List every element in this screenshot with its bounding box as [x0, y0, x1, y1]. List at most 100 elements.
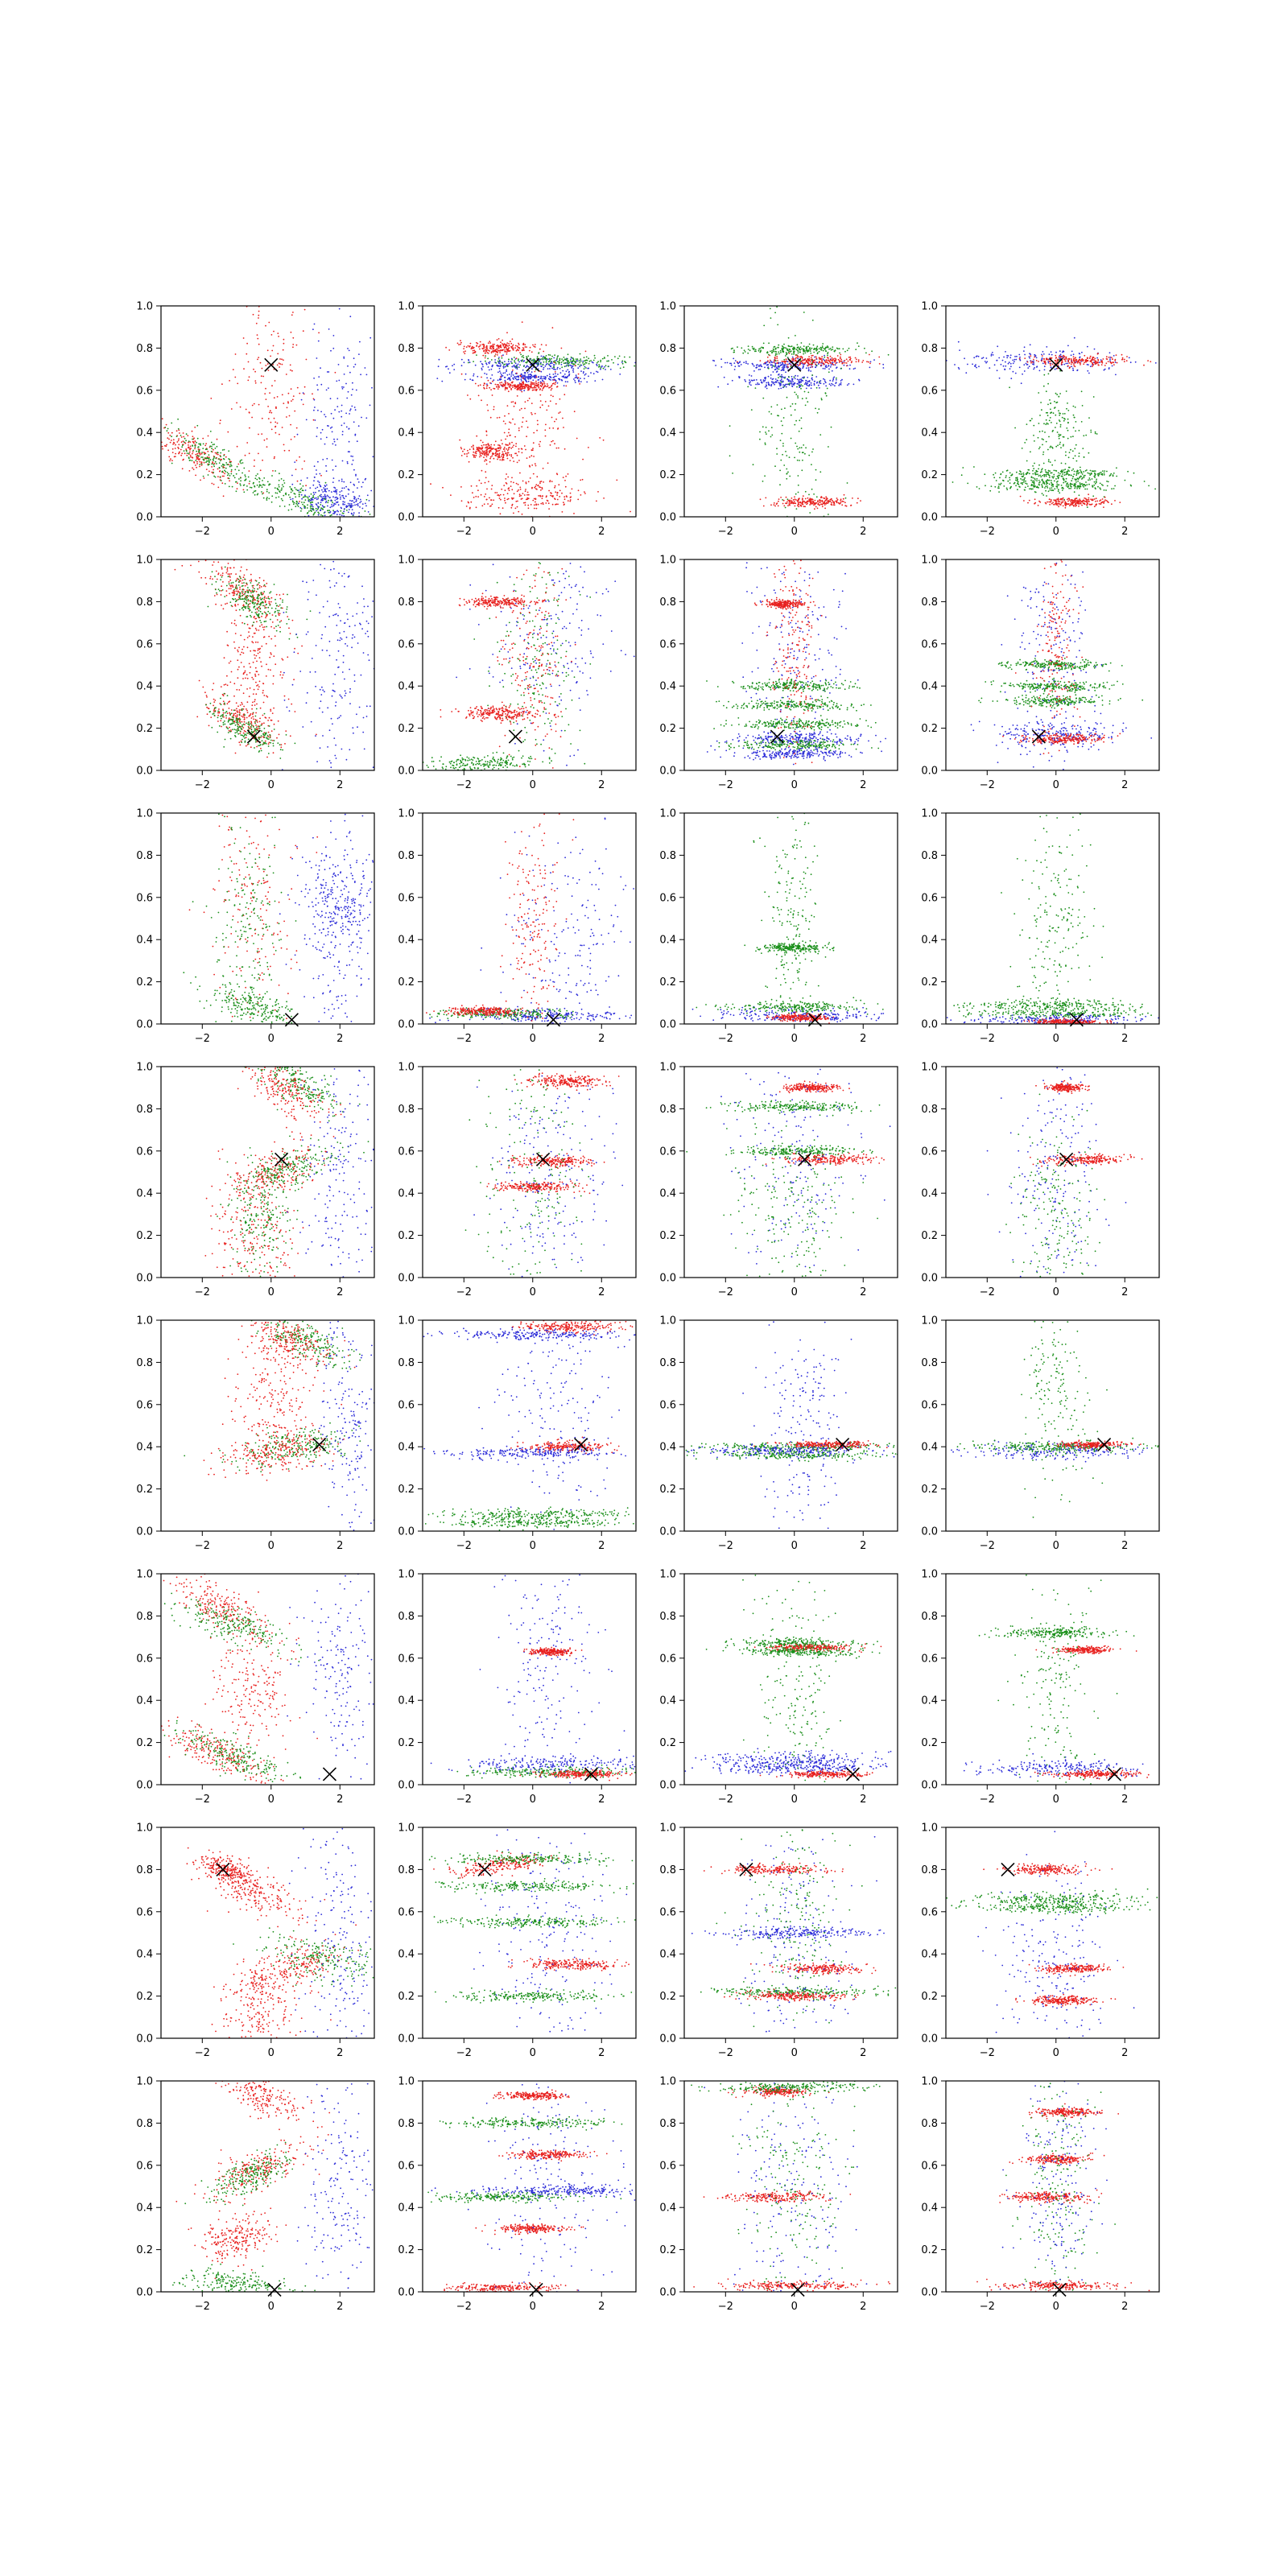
scatter-point-blue: [514, 362, 517, 365]
scatter-point-red: [272, 470, 274, 472]
scatter-point-blue: [596, 363, 597, 365]
scatter-point-green: [1055, 478, 1057, 480]
scatter-point-red: [254, 459, 255, 461]
axes-frame: [683, 305, 898, 518]
scatter-point-red: [1076, 362, 1079, 364]
scatter-point-red: [1061, 361, 1063, 363]
scatter-point-green: [729, 455, 731, 457]
scatter-point-blue: [733, 369, 736, 370]
scatter-point-red: [817, 502, 819, 505]
scatter-point-red: [799, 502, 801, 504]
scatter-point-green: [809, 347, 811, 349]
scatter-point-red: [217, 476, 219, 477]
scatter-point-red: [532, 382, 535, 384]
scatter-point-blue: [774, 382, 776, 383]
scatter-point-blue: [325, 490, 327, 493]
scatter-point-red: [484, 451, 485, 452]
scatter-point-red: [774, 356, 776, 358]
scatter-point-red: [534, 370, 536, 373]
scatter-point-blue: [583, 371, 584, 373]
scatter-point-green: [218, 458, 220, 460]
scatter-point-blue: [1028, 365, 1030, 368]
scatter-point-green: [737, 346, 738, 348]
scatter-point-blue: [316, 427, 318, 429]
scatter-point-red: [848, 357, 850, 358]
scatter-point-blue: [529, 378, 531, 380]
scatter-point-green: [1023, 478, 1026, 481]
scatter-point-red: [1092, 362, 1094, 365]
scatter-point-red: [555, 447, 558, 449]
scatter-point-blue: [497, 371, 499, 374]
scatter-point-red: [506, 449, 509, 452]
scatter-point-red: [236, 402, 237, 404]
scatter-point-blue: [341, 404, 343, 407]
scatter-point-red: [505, 381, 506, 382]
scatter-point-red: [473, 451, 475, 453]
scatter-point-blue: [799, 367, 801, 369]
scatter-point-green: [846, 349, 848, 352]
scatter-point-red: [507, 444, 509, 446]
scatter-point-red: [543, 386, 546, 387]
scatter-point-blue: [530, 371, 533, 374]
scatter-point-red: [184, 452, 186, 455]
scatter-point-green: [236, 465, 238, 468]
scatter-point-green: [1048, 483, 1051, 485]
scatter-point-blue: [347, 502, 349, 505]
scatter-point-blue: [565, 370, 568, 373]
scatter-point-green: [263, 477, 266, 479]
scatter-point-green: [774, 465, 776, 468]
scatter-point-blue: [336, 406, 339, 407]
y-tick-label: 0.8: [659, 343, 676, 355]
scatter-point-red: [269, 392, 270, 394]
scatter-point-blue: [556, 382, 559, 384]
scatter-point-red: [503, 384, 506, 386]
scatter-point-red: [792, 359, 795, 361]
scatter-point-green: [818, 350, 820, 353]
scatter-point-blue: [726, 361, 729, 364]
scatter-point-red: [171, 431, 173, 434]
scatter-point-blue: [326, 488, 328, 489]
scatter-point-blue: [792, 381, 794, 382]
scatter-point-green: [762, 342, 765, 345]
scatter-point-blue: [580, 370, 582, 372]
scatter-point-green: [1005, 475, 1007, 477]
cluster-red-stripe: [460, 440, 533, 463]
scatter-point-red: [212, 462, 214, 464]
scatter-point-blue: [497, 361, 500, 364]
scatter-point-red: [196, 466, 198, 469]
scatter-point-green: [495, 362, 497, 364]
x-marker: [526, 357, 540, 372]
scatter-point-red: [796, 357, 799, 358]
scatter-point-green: [331, 514, 332, 516]
scatter-point-blue: [312, 328, 314, 331]
scatter-point-blue: [370, 489, 373, 492]
scatter-point-green: [283, 485, 284, 488]
scatter-point-green: [226, 474, 229, 477]
scatter-point-red: [266, 363, 269, 365]
scatter-point-green: [234, 469, 237, 471]
scatter-point-red: [485, 493, 487, 495]
scatter-point-red: [511, 498, 514, 500]
scatter-point-blue: [350, 503, 353, 505]
scatter-point-green: [743, 349, 745, 352]
scatter-point-red: [1076, 361, 1079, 363]
x-marker: [787, 357, 802, 372]
scatter-point-blue: [343, 357, 345, 359]
scatter-point-green: [192, 445, 194, 447]
scatter-point-blue: [498, 370, 501, 372]
scatter-point-red: [493, 408, 495, 411]
scatter-point-red: [1143, 364, 1145, 366]
scatter-point-red: [518, 387, 520, 390]
scatter-point-blue: [336, 489, 338, 491]
scatter-point-red: [481, 448, 484, 450]
scatter-point-red: [534, 386, 535, 387]
scatter-point-red: [511, 477, 513, 479]
scatter-point-red: [819, 364, 822, 366]
scatter-point-blue: [555, 379, 556, 382]
scatter-point-red: [198, 459, 200, 460]
scatter-point-blue: [1087, 369, 1089, 372]
scatter-point-green: [266, 489, 268, 491]
scatter-point-blue: [834, 364, 836, 366]
scatter-point-red: [833, 504, 836, 506]
scatter-point-green: [793, 352, 795, 354]
